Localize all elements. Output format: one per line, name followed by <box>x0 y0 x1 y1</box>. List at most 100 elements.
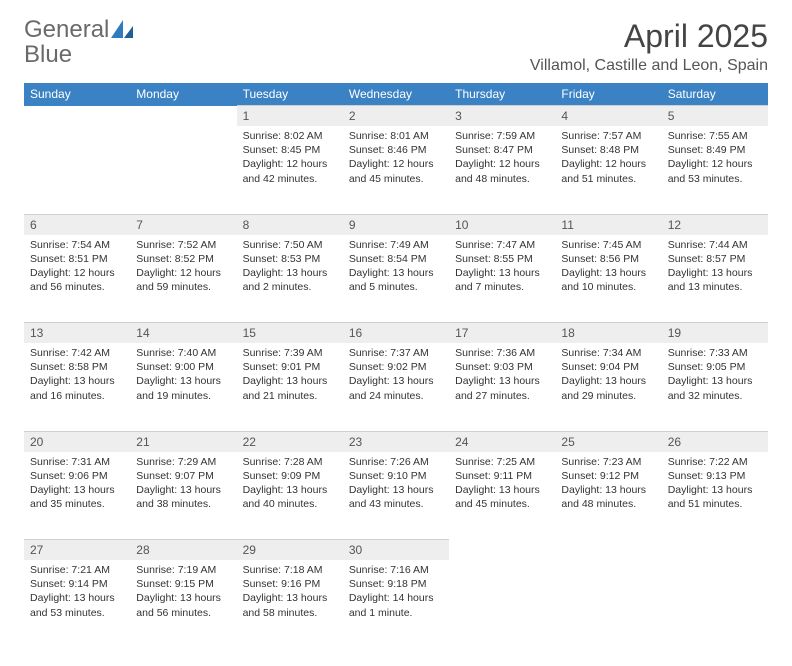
daynum-row: 6789101112 <box>24 214 768 235</box>
sunrise-text: Sunrise: 7:25 AM <box>455 455 549 469</box>
sunset-text: Sunset: 9:12 PM <box>561 469 655 483</box>
day-cell: Sunrise: 7:55 AMSunset: 8:49 PMDaylight:… <box>662 126 768 214</box>
sunrise-text: Sunrise: 7:28 AM <box>243 455 337 469</box>
daylight-text: Daylight: 13 hours and 27 minutes. <box>455 374 549 402</box>
sunset-text: Sunset: 9:05 PM <box>668 360 762 374</box>
sunrise-text: Sunrise: 7:59 AM <box>455 129 549 143</box>
sunset-text: Sunset: 8:52 PM <box>136 252 230 266</box>
day-cell: Sunrise: 7:19 AMSunset: 9:15 PMDaylight:… <box>130 560 236 648</box>
sunset-text: Sunset: 9:04 PM <box>561 360 655 374</box>
day-number <box>555 540 661 561</box>
daylight-text: Daylight: 13 hours and 2 minutes. <box>243 266 337 294</box>
weekday-sunday: Sunday <box>24 83 130 106</box>
day-number: 7 <box>130 214 236 235</box>
daylight-text: Daylight: 13 hours and 10 minutes. <box>561 266 655 294</box>
day-number: 22 <box>237 431 343 452</box>
sunset-text: Sunset: 8:45 PM <box>243 143 337 157</box>
day-cell: Sunrise: 7:52 AMSunset: 8:52 PMDaylight:… <box>130 235 236 323</box>
day-number: 15 <box>237 323 343 344</box>
sunset-text: Sunset: 9:16 PM <box>243 577 337 591</box>
day-cell: Sunrise: 7:59 AMSunset: 8:47 PMDaylight:… <box>449 126 555 214</box>
daylight-text: Daylight: 13 hours and 7 minutes. <box>455 266 549 294</box>
title-block: April 2025 Villamol, Castille and Leon, … <box>530 18 768 75</box>
day-number: 17 <box>449 323 555 344</box>
daylight-text: Daylight: 13 hours and 35 minutes. <box>30 483 124 511</box>
weekday-tuesday: Tuesday <box>237 83 343 106</box>
day-body-row: Sunrise: 7:42 AMSunset: 8:58 PMDaylight:… <box>24 343 768 431</box>
sunset-text: Sunset: 9:02 PM <box>349 360 443 374</box>
header: General Blue April 2025 Villamol, Castil… <box>24 18 768 75</box>
day-number <box>449 540 555 561</box>
calendar-table: Sunday Monday Tuesday Wednesday Thursday… <box>24 83 768 648</box>
day-number: 19 <box>662 323 768 344</box>
sunset-text: Sunset: 8:48 PM <box>561 143 655 157</box>
day-cell: Sunrise: 7:31 AMSunset: 9:06 PMDaylight:… <box>24 452 130 540</box>
day-number: 25 <box>555 431 661 452</box>
daylight-text: Daylight: 12 hours and 59 minutes. <box>136 266 230 294</box>
day-number: 26 <box>662 431 768 452</box>
weekday-friday: Friday <box>555 83 661 106</box>
sunset-text: Sunset: 9:01 PM <box>243 360 337 374</box>
day-number: 20 <box>24 431 130 452</box>
sunset-text: Sunset: 9:14 PM <box>30 577 124 591</box>
daylight-text: Daylight: 12 hours and 48 minutes. <box>455 157 549 185</box>
sunset-text: Sunset: 9:09 PM <box>243 469 337 483</box>
day-cell <box>130 126 236 214</box>
day-number: 13 <box>24 323 130 344</box>
sunset-text: Sunset: 8:57 PM <box>668 252 762 266</box>
weekday-header-row: Sunday Monday Tuesday Wednesday Thursday… <box>24 83 768 106</box>
day-number: 18 <box>555 323 661 344</box>
sunrise-text: Sunrise: 7:16 AM <box>349 563 443 577</box>
daylight-text: Daylight: 13 hours and 51 minutes. <box>668 483 762 511</box>
sunset-text: Sunset: 8:51 PM <box>30 252 124 266</box>
sunrise-text: Sunrise: 7:50 AM <box>243 238 337 252</box>
day-cell <box>24 126 130 214</box>
logo: General Blue <box>24 18 133 67</box>
sunrise-text: Sunrise: 7:19 AM <box>136 563 230 577</box>
sunrise-text: Sunrise: 7:18 AM <box>243 563 337 577</box>
day-body-row: Sunrise: 7:31 AMSunset: 9:06 PMDaylight:… <box>24 452 768 540</box>
sunrise-text: Sunrise: 7:36 AM <box>455 346 549 360</box>
sunrise-text: Sunrise: 7:44 AM <box>668 238 762 252</box>
day-cell: Sunrise: 7:18 AMSunset: 9:16 PMDaylight:… <box>237 560 343 648</box>
daylight-text: Daylight: 13 hours and 21 minutes. <box>243 374 337 402</box>
day-cell <box>555 560 661 648</box>
daylight-text: Daylight: 13 hours and 45 minutes. <box>455 483 549 511</box>
sunset-text: Sunset: 9:07 PM <box>136 469 230 483</box>
daylight-text: Daylight: 13 hours and 58 minutes. <box>243 591 337 619</box>
sunrise-text: Sunrise: 7:21 AM <box>30 563 124 577</box>
sunset-text: Sunset: 8:47 PM <box>455 143 549 157</box>
sunset-text: Sunset: 9:03 PM <box>455 360 549 374</box>
daylight-text: Daylight: 13 hours and 13 minutes. <box>668 266 762 294</box>
logo-word-blue: Blue <box>24 43 133 67</box>
sunrise-text: Sunrise: 7:57 AM <box>561 129 655 143</box>
sunset-text: Sunset: 8:56 PM <box>561 252 655 266</box>
day-number: 29 <box>237 540 343 561</box>
day-cell <box>662 560 768 648</box>
sunset-text: Sunset: 9:00 PM <box>136 360 230 374</box>
day-cell: Sunrise: 7:16 AMSunset: 9:18 PMDaylight:… <box>343 560 449 648</box>
day-number: 5 <box>662 106 768 127</box>
sunset-text: Sunset: 9:10 PM <box>349 469 443 483</box>
day-number: 11 <box>555 214 661 235</box>
day-cell: Sunrise: 7:21 AMSunset: 9:14 PMDaylight:… <box>24 560 130 648</box>
day-number: 28 <box>130 540 236 561</box>
daylight-text: Daylight: 14 hours and 1 minute. <box>349 591 443 619</box>
daylight-text: Daylight: 12 hours and 45 minutes. <box>349 157 443 185</box>
daynum-row: 12345 <box>24 106 768 127</box>
daylight-text: Daylight: 13 hours and 56 minutes. <box>136 591 230 619</box>
day-number: 8 <box>237 214 343 235</box>
day-number: 21 <box>130 431 236 452</box>
day-number <box>24 106 130 127</box>
daylight-text: Daylight: 12 hours and 56 minutes. <box>30 266 124 294</box>
weekday-thursday: Thursday <box>449 83 555 106</box>
day-number: 3 <box>449 106 555 127</box>
daylight-text: Daylight: 13 hours and 32 minutes. <box>668 374 762 402</box>
day-cell: Sunrise: 8:02 AMSunset: 8:45 PMDaylight:… <box>237 126 343 214</box>
day-number: 23 <box>343 431 449 452</box>
sunrise-text: Sunrise: 7:39 AM <box>243 346 337 360</box>
sail-icon <box>111 19 133 43</box>
day-cell <box>449 560 555 648</box>
day-number: 30 <box>343 540 449 561</box>
day-cell: Sunrise: 7:57 AMSunset: 8:48 PMDaylight:… <box>555 126 661 214</box>
